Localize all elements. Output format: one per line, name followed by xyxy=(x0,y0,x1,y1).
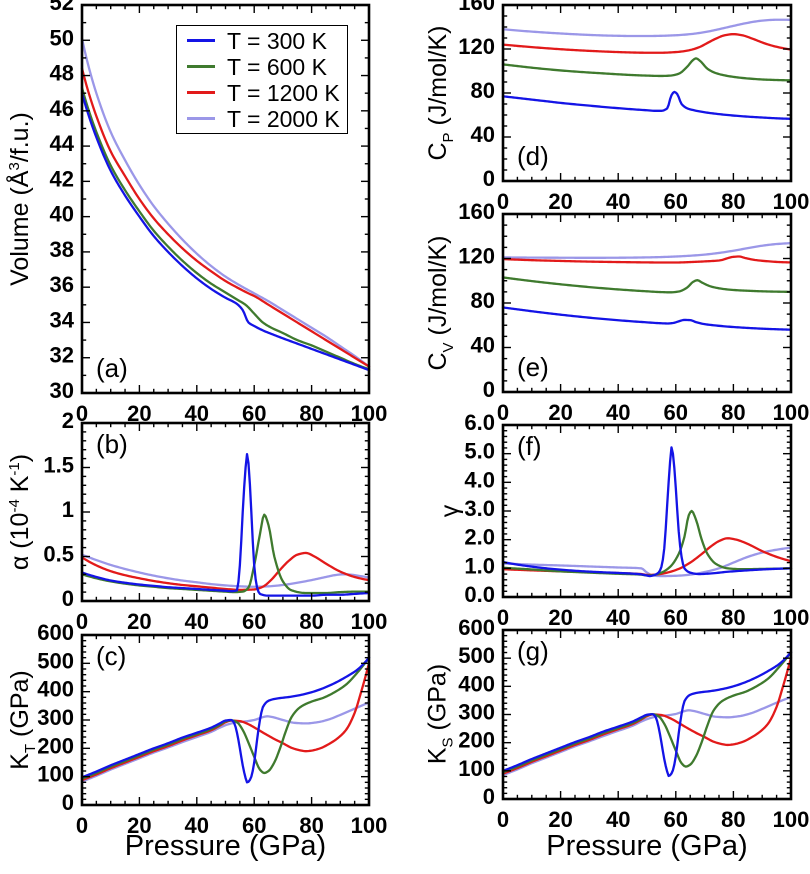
svg-text:52: 52 xyxy=(50,0,74,15)
svg-text:1.0: 1.0 xyxy=(464,553,495,578)
svg-text:600: 600 xyxy=(37,620,74,645)
svg-text:2: 2 xyxy=(62,408,74,433)
svg-text:0: 0 xyxy=(62,790,74,815)
svg-text:60: 60 xyxy=(664,807,688,832)
svg-text:80: 80 xyxy=(721,189,745,214)
svg-text:(e): (e) xyxy=(517,352,549,382)
svg-text:1: 1 xyxy=(62,497,74,522)
svg-text:160: 160 xyxy=(458,199,495,224)
svg-text:0: 0 xyxy=(497,400,509,425)
svg-text:100: 100 xyxy=(773,400,810,425)
svg-text:160: 160 xyxy=(458,0,495,15)
svg-text:34: 34 xyxy=(50,307,75,332)
svg-text:100: 100 xyxy=(37,762,74,787)
svg-text:20: 20 xyxy=(548,605,572,630)
svg-text:(f): (f) xyxy=(517,431,542,461)
svg-text:100: 100 xyxy=(773,189,810,214)
svg-text:0.0: 0.0 xyxy=(464,582,495,607)
svg-text:0: 0 xyxy=(497,189,509,214)
svg-text:(a): (a) xyxy=(96,353,128,383)
svg-text:40: 40 xyxy=(606,400,630,425)
svg-text:120: 120 xyxy=(458,34,495,59)
svg-text:200: 200 xyxy=(458,728,495,753)
svg-text:0: 0 xyxy=(483,166,495,191)
svg-text:3.0: 3.0 xyxy=(464,496,495,521)
svg-text:60: 60 xyxy=(664,400,688,425)
svg-text:0: 0 xyxy=(76,609,88,634)
svg-text:40: 40 xyxy=(50,202,74,227)
svg-text:400: 400 xyxy=(37,677,74,702)
svg-text:44: 44 xyxy=(50,131,75,156)
svg-text:0: 0 xyxy=(62,586,74,611)
svg-text:60: 60 xyxy=(242,609,266,634)
svg-text:(g): (g) xyxy=(517,636,549,666)
svg-text:40: 40 xyxy=(185,609,209,634)
svg-text:32: 32 xyxy=(50,343,74,368)
svg-text:30: 30 xyxy=(50,378,74,403)
svg-text:0: 0 xyxy=(497,807,509,832)
svg-text:200: 200 xyxy=(37,733,74,758)
svg-text:(c): (c) xyxy=(96,641,126,671)
svg-text:40: 40 xyxy=(606,807,630,832)
svg-text:80: 80 xyxy=(721,807,745,832)
svg-text:40: 40 xyxy=(471,122,495,147)
svg-text:4.0: 4.0 xyxy=(464,467,495,492)
svg-text:100: 100 xyxy=(351,609,388,634)
svg-text:42: 42 xyxy=(50,166,74,191)
svg-text:60: 60 xyxy=(664,189,688,214)
svg-text:0: 0 xyxy=(497,605,509,630)
svg-text:80: 80 xyxy=(471,288,495,313)
svg-text:(d): (d) xyxy=(517,141,549,171)
svg-text:400: 400 xyxy=(458,671,495,696)
svg-text:0.5: 0.5 xyxy=(43,542,74,567)
svg-text:20: 20 xyxy=(548,807,572,832)
svg-text:80: 80 xyxy=(299,609,323,634)
svg-text:300: 300 xyxy=(458,700,495,725)
svg-text:40: 40 xyxy=(606,605,630,630)
svg-text:120: 120 xyxy=(458,244,495,269)
svg-text:600: 600 xyxy=(458,615,495,640)
svg-text:40: 40 xyxy=(471,333,495,358)
svg-text:(b): (b) xyxy=(96,429,128,459)
svg-text:20: 20 xyxy=(548,400,572,425)
svg-text:300: 300 xyxy=(37,705,74,730)
svg-text:36: 36 xyxy=(50,272,74,297)
svg-text:500: 500 xyxy=(37,648,74,673)
svg-text:80: 80 xyxy=(471,78,495,103)
svg-text:0: 0 xyxy=(483,784,495,809)
svg-text:46: 46 xyxy=(50,96,74,121)
svg-text:1.5: 1.5 xyxy=(43,453,74,478)
svg-text:80: 80 xyxy=(721,400,745,425)
svg-text:20: 20 xyxy=(127,609,151,634)
svg-text:38: 38 xyxy=(50,237,74,262)
svg-text:100: 100 xyxy=(773,807,810,832)
svg-text:50: 50 xyxy=(50,25,74,50)
svg-text:6.0: 6.0 xyxy=(464,410,495,435)
svg-text:40: 40 xyxy=(606,189,630,214)
svg-text:5.0: 5.0 xyxy=(464,439,495,464)
svg-text:0: 0 xyxy=(483,377,495,402)
svg-text:500: 500 xyxy=(458,643,495,668)
svg-text:100: 100 xyxy=(458,756,495,781)
svg-text:80: 80 xyxy=(721,605,745,630)
svg-text:100: 100 xyxy=(773,605,810,630)
svg-text:48: 48 xyxy=(50,61,74,86)
svg-text:60: 60 xyxy=(664,605,688,630)
svg-text:20: 20 xyxy=(548,189,572,214)
svg-text:2.0: 2.0 xyxy=(464,525,495,550)
